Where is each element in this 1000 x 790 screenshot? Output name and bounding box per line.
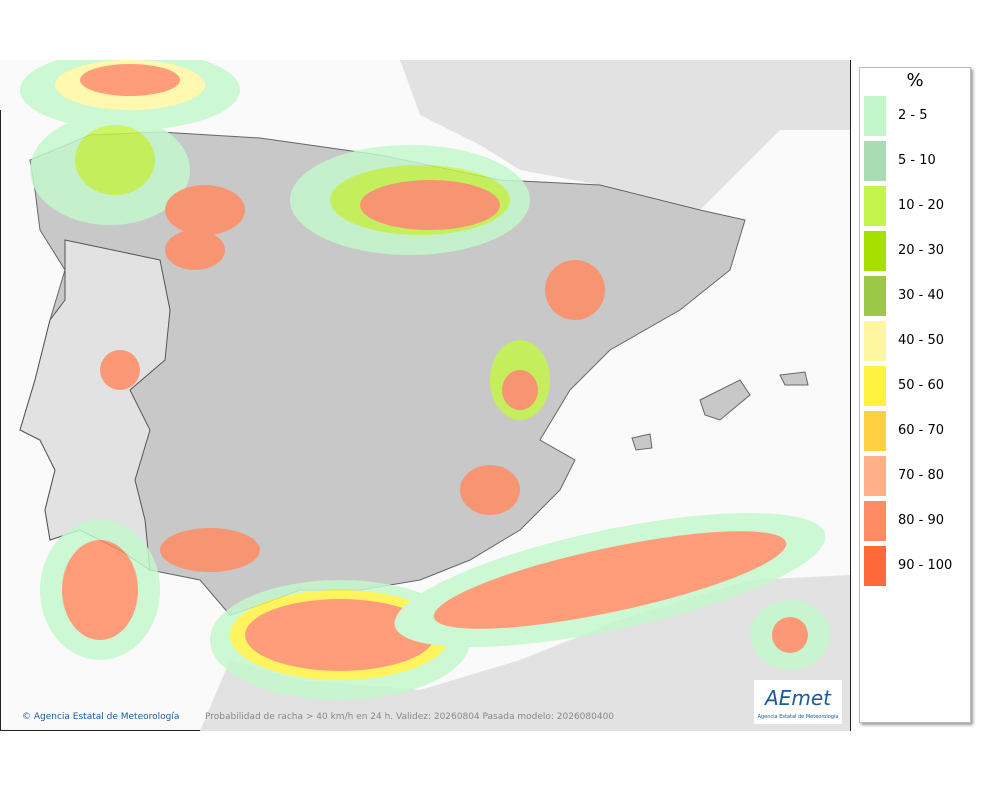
legend-label: 10 - 20: [898, 198, 945, 213]
menorca: [779, 371, 809, 386]
legend-swatch: [864, 231, 886, 271]
france: [0, 60, 850, 210]
legend-label: 40 - 50: [898, 333, 945, 348]
legend-swatch: [864, 546, 886, 586]
legend-swatch: [864, 186, 886, 226]
legend-swatch: [864, 366, 886, 406]
legend-item: 90 - 100: [864, 546, 968, 586]
caption: Probabilidad de racha > 40 km/h en 24 h.…: [205, 712, 614, 722]
legend-label: 30 - 40: [898, 288, 945, 303]
credit: © Agencia Estatal de Meteorología: [22, 712, 179, 722]
legend-label: 90 - 100: [898, 558, 953, 573]
legend-item: 80 - 90: [864, 501, 968, 541]
legend-title: %: [906, 70, 924, 91]
legend: % 2 - 5 5 - 10 10 - 20 20 - 30 30 - 40 40 - 5…: [859, 67, 971, 723]
legend-swatch: [864, 96, 886, 136]
legend-label: 5 - 10: [898, 153, 936, 168]
map: © Agencia Estatal de Meteorología Probab…: [0, 60, 851, 731]
legend-label: 60 - 70: [898, 423, 945, 438]
legend-item: 5 - 10: [864, 141, 968, 181]
legend-item: 10 - 20: [864, 186, 968, 226]
ibiza: [631, 433, 653, 451]
legend-item: 60 - 70: [864, 411, 968, 451]
legend-label: 50 - 60: [898, 378, 945, 393]
logo-subtitle: Agencia Estatal de Meteorología: [758, 713, 839, 720]
legend-label: 70 - 80: [898, 468, 945, 483]
legend-item: 70 - 80: [864, 456, 968, 496]
legend-swatch: [864, 321, 886, 361]
legend-label: 2 - 5: [898, 108, 928, 123]
legend-item: 50 - 60: [864, 366, 968, 406]
credit-text: Agencia Estatal de Meteorología: [34, 712, 180, 722]
logo: AEmet: [763, 686, 832, 710]
logo-box: [754, 680, 842, 724]
legend-label: 80 - 90: [898, 513, 945, 528]
mallorca: [699, 379, 751, 421]
legend-item: 2 - 5: [864, 96, 968, 136]
legend-swatch: [864, 501, 886, 541]
legend-item: 20 - 30: [864, 231, 968, 271]
legend-label: 20 - 30: [898, 243, 945, 258]
legend-item: 40 - 50: [864, 321, 968, 361]
legend-item: 30 - 40: [864, 276, 968, 316]
probability-areas: [20, 60, 830, 700]
legend-swatch: [864, 411, 886, 451]
legend-swatch: [864, 456, 886, 496]
legend-swatch: [864, 141, 886, 181]
legend-swatch: [864, 276, 886, 316]
